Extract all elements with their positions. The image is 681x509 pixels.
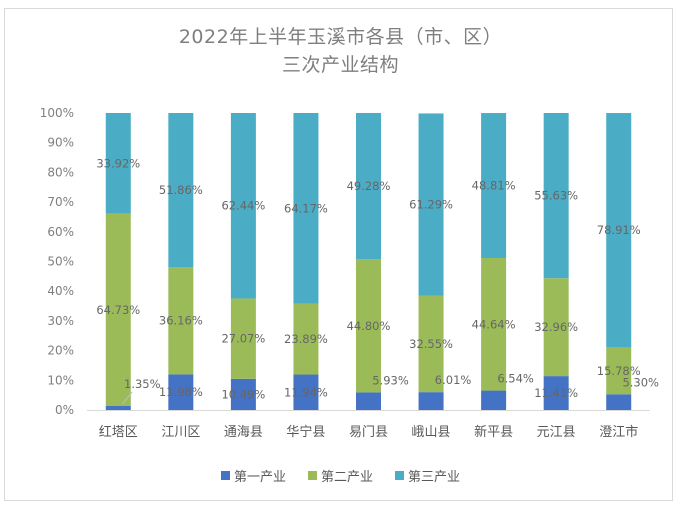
legend-swatch <box>395 471 404 480</box>
x-tick-label: 通海县 <box>224 425 263 440</box>
data-label: 64.73% <box>96 303 140 317</box>
bar-2-3 <box>230 298 256 379</box>
bar-1-9 <box>606 394 632 410</box>
x-tick-label: 红塔区 <box>99 424 138 440</box>
bar-3-3 <box>230 113 256 299</box>
y-tick-label: 60% <box>47 225 74 239</box>
data-label: 62.44% <box>221 199 265 213</box>
data-label: 6.54% <box>497 372 534 386</box>
data-label: 48.81% <box>472 179 516 193</box>
bar-3-2 <box>168 113 194 268</box>
data-label: 49.28% <box>347 179 391 193</box>
y-tick-label: 70% <box>47 195 74 209</box>
bar-2-2 <box>168 267 194 375</box>
data-label: 27.07% <box>221 332 265 346</box>
data-label: 36.16% <box>159 314 203 328</box>
legend-item: 第二产业 <box>307 466 373 485</box>
data-label: 10.49% <box>221 387 265 401</box>
y-tick-label: 0% <box>55 403 74 417</box>
bar-1-5 <box>356 392 381 410</box>
bar-1-4 <box>293 374 319 410</box>
data-label: 23.89% <box>284 332 328 346</box>
legend-label: 第一产业 <box>233 470 286 485</box>
legend-swatch <box>307 471 317 480</box>
y-tick-label: 90% <box>47 136 74 150</box>
x-tick-label: 澄江市 <box>599 424 638 440</box>
bar-2-8 <box>543 278 569 377</box>
bar-1-1 <box>105 405 131 410</box>
bar-2-1 <box>105 213 131 406</box>
bar-1-2 <box>168 374 194 410</box>
bar-2-9 <box>606 347 632 395</box>
y-tick-label: 100% <box>40 106 74 120</box>
data-label: 51.86% <box>159 183 203 197</box>
bar-3-7 <box>481 113 507 258</box>
data-label: 55.63% <box>534 189 578 203</box>
data-label: 5.30% <box>622 375 659 389</box>
chart-legend: 第一产业 第二产业 第三产业 <box>0 466 681 485</box>
data-label: 32.96% <box>534 320 578 334</box>
y-tick-label: 30% <box>47 314 74 328</box>
x-tick-label: 新平县 <box>474 424 513 440</box>
leader-line <box>121 391 133 405</box>
data-label: 33.92% <box>96 156 140 170</box>
bar-1-8 <box>543 376 569 410</box>
data-label: 44.64% <box>472 317 516 331</box>
bar-3-4 <box>293 113 319 304</box>
bar-2-7 <box>481 257 507 391</box>
data-label: 11.98% <box>159 385 203 399</box>
data-label: 11.94% <box>284 385 328 399</box>
x-tick-label: 华宁县 <box>286 424 325 440</box>
x-tick-label: 易门县 <box>349 425 388 440</box>
data-label: 15.78% <box>597 364 641 378</box>
legend-swatch <box>220 471 230 480</box>
bar-1-3 <box>230 378 256 410</box>
legend-label: 第二产业 <box>320 470 373 485</box>
data-label: 6.01% <box>435 373 472 387</box>
bar-3-1 <box>105 113 131 214</box>
bar-2-4 <box>293 303 319 375</box>
bar-2-5 <box>356 259 381 393</box>
legend-item: 第三产业 <box>395 466 460 485</box>
data-label: 64.17% <box>284 201 328 215</box>
bar-2-6 <box>418 295 444 393</box>
y-tick-label: 50% <box>47 255 74 269</box>
y-tick-label: 80% <box>47 165 74 179</box>
y-tick-label: 40% <box>47 284 74 298</box>
data-label: 5.93% <box>372 373 409 387</box>
data-label: 61.29% <box>409 197 453 211</box>
x-tick-label: 江川区 <box>161 425 200 440</box>
chart-title-line2: 三次产业结构 <box>281 54 399 76</box>
legend-item: 第一产业 <box>220 466 286 485</box>
data-label: 1.35% <box>124 377 161 391</box>
chart-title-line1: 2022年上半年玉溪市各县（市、区） <box>178 26 503 48</box>
y-tick-label: 10% <box>47 373 74 387</box>
data-label: 32.55% <box>409 337 453 351</box>
data-label: 11.41% <box>534 386 578 400</box>
bar-1-7 <box>481 390 507 410</box>
bar-1-6 <box>418 392 444 410</box>
bar-3-8 <box>543 113 569 279</box>
x-tick-label: 峨山县 <box>412 425 451 440</box>
bar-3-9 <box>606 113 632 348</box>
data-label: 78.91% <box>597 223 641 237</box>
legend-label: 第三产业 <box>408 470 461 485</box>
x-tick-label: 元江县 <box>537 425 576 440</box>
y-tick-label: 20% <box>47 344 74 358</box>
bar-3-6 <box>418 113 444 296</box>
data-label: 44.80% <box>347 319 391 333</box>
bar-3-5 <box>356 112 381 260</box>
